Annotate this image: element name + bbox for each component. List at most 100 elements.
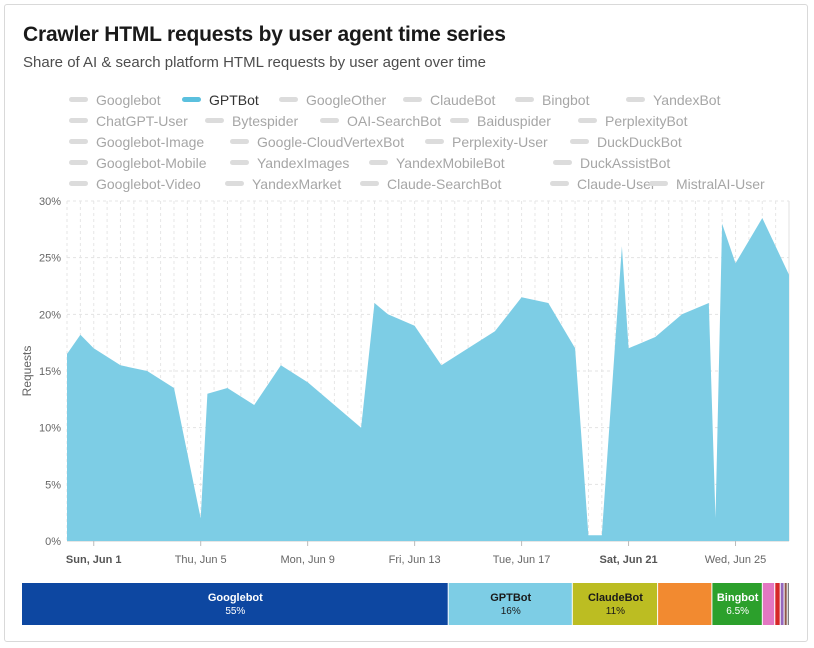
chart-title: Crawler HTML requests by user agent time…: [23, 23, 506, 46]
share-bar-segment[interactable]: [787, 583, 789, 625]
legend-item-claude-searchbot[interactable]: Claude-SearchBot: [360, 173, 501, 194]
legend-row: Googlebot-Mobile YandexImages YandexMobile…: [69, 152, 809, 173]
legend-label: Googlebot-Image: [96, 133, 205, 150]
legend-swatch: [69, 139, 88, 144]
y-tick-label: 10%: [39, 423, 61, 435]
legend-swatch: [182, 97, 201, 102]
legend-item-googlebot[interactable]: Googlebot: [69, 89, 161, 110]
y-tick-label: 5%: [45, 479, 61, 491]
legend-label: YandexImages: [257, 154, 350, 171]
legend-row: ChatGPT-User Bytespider OAI-SearchBot Baidu…: [69, 110, 809, 131]
legend-swatch: [69, 181, 88, 186]
legend-item-bytespider[interactable]: Bytespider: [205, 110, 298, 131]
legend-item-claudebot[interactable]: ClaudeBot: [403, 89, 495, 110]
legend-swatch: [230, 160, 249, 165]
y-tick-label: 30%: [39, 196, 61, 208]
x-tick-label: Tue, Jun 17: [493, 554, 551, 566]
share-bar-segment[interactable]: [784, 583, 787, 625]
legend-swatch: [225, 181, 244, 186]
legend-swatch: [450, 118, 469, 123]
legend-item-yandeximages[interactable]: YandexImages: [230, 152, 349, 173]
legend-swatch: [205, 118, 224, 123]
x-tick-label: Wed, Jun 25: [705, 554, 767, 566]
legend-label: PerplexityBot: [605, 112, 688, 129]
series-area-gptbot: [67, 218, 789, 541]
legend-label: YandexMarket: [252, 175, 342, 192]
legend-label: YandexBot: [653, 91, 721, 108]
share-bar-segment[interactable]: [775, 583, 780, 625]
legend-swatch: [403, 97, 422, 102]
legend-swatch: [626, 97, 645, 102]
legend-swatch: [320, 118, 339, 123]
legend-item-gptbot[interactable]: GPTBot: [182, 89, 259, 110]
legend-label: Google-CloudVertexBot: [257, 133, 405, 150]
legend-label: OAI-SearchBot: [347, 112, 442, 129]
legend-swatch: [69, 160, 88, 165]
legend-label: Claude-SearchBot: [387, 175, 502, 192]
share-bar-segment[interactable]: [780, 583, 784, 625]
legend-swatch: [550, 181, 569, 186]
share-bar-segment-bingbot[interactable]: [712, 583, 762, 625]
legend-label: Googlebot-Mobile: [96, 154, 207, 171]
share-bar-segment-googlebot[interactable]: [22, 583, 448, 625]
legend-swatch: [578, 118, 597, 123]
legend-label: GPTBot: [209, 91, 259, 108]
legend-label: DuckAssistBot: [580, 154, 671, 171]
legend-label: Perplexity-User: [452, 133, 548, 150]
legend-label: Claude-User: [577, 175, 656, 192]
legend-item-perplexitybot[interactable]: PerplexityBot: [578, 110, 687, 131]
legend-swatch: [69, 118, 88, 123]
legend-swatch: [360, 181, 379, 186]
legend-item-google-cloudvertexbot[interactable]: Google-CloudVertexBot: [230, 131, 404, 152]
legend-item-googleother[interactable]: GoogleOther: [279, 89, 386, 110]
legend-item-googlebot-image[interactable]: Googlebot-Image: [69, 131, 204, 152]
legend-label: Bytespider: [232, 112, 299, 129]
legend-label: ClaudeBot: [430, 91, 496, 108]
legend-label: DuckDuckBot: [597, 133, 682, 150]
legend-item-duckduckbot[interactable]: DuckDuckBot: [570, 131, 682, 152]
share-bar-segment-claudebot[interactable]: [572, 583, 658, 625]
y-tick-label: 25%: [39, 253, 61, 265]
legend-item-chatgpt-user[interactable]: ChatGPT-User: [69, 110, 188, 131]
legend-item-googlebot-video[interactable]: Googlebot-Video: [69, 173, 201, 194]
legend-label: Googlebot-Video: [96, 175, 201, 192]
legend-swatch: [649, 181, 668, 186]
legend-item-googlebot-mobile[interactable]: Googlebot-Mobile: [69, 152, 207, 173]
legend-swatch: [369, 160, 388, 165]
legend-swatch: [279, 97, 298, 102]
legend: Googlebot GPTBot GoogleOther ClaudeBot Bingb…: [69, 89, 809, 194]
share-bar-segment[interactable]: [762, 583, 775, 625]
legend-item-yandexbot[interactable]: YandexBot: [626, 89, 720, 110]
legend-item-mistralai-user[interactable]: MistralAI-User: [649, 173, 765, 194]
legend-item-yandexmobilebot[interactable]: YandexMobileBot: [369, 152, 505, 173]
legend-swatch: [69, 97, 88, 102]
legend-item-bingbot[interactable]: Bingbot: [515, 89, 589, 110]
legend-item-oai-searchbot[interactable]: OAI-SearchBot: [320, 110, 441, 131]
chart-subtitle: Share of AI & search platform HTML reque…: [23, 54, 486, 71]
legend-label: Googlebot: [96, 91, 161, 108]
legend-item-yandexmarket[interactable]: YandexMarket: [225, 173, 341, 194]
x-tick-label: Thu, Jun 5: [175, 554, 227, 566]
legend-swatch: [515, 97, 534, 102]
legend-item-baiduspider[interactable]: Baiduspider: [450, 110, 551, 131]
legend-label: MistralAI-User: [676, 175, 765, 192]
legend-label: Baiduspider: [477, 112, 551, 129]
share-bar-segment-gptbot[interactable]: [448, 583, 572, 625]
legend-label: YandexMobileBot: [396, 154, 505, 171]
legend-item-duckassistbot[interactable]: DuckAssistBot: [553, 152, 670, 173]
x-tick-label: Mon, Jun 9: [280, 554, 334, 566]
x-tick-label: Sun, Jun 1: [66, 554, 122, 566]
legend-swatch: [230, 139, 249, 144]
x-tick-label: Sat, Jun 21: [600, 554, 658, 566]
legend-row: Googlebot GPTBot GoogleOther ClaudeBot Bingb…: [69, 89, 809, 110]
y-axis-label: Requests: [20, 346, 34, 397]
share-bar-segment[interactable]: [658, 583, 712, 625]
legend-item-perplexity-user[interactable]: Perplexity-User: [425, 131, 548, 152]
legend-label: GoogleOther: [306, 91, 387, 108]
legend-item-claude-user[interactable]: Claude-User: [550, 173, 656, 194]
legend-swatch: [425, 139, 444, 144]
x-tick-label: Fri, Jun 13: [389, 554, 441, 566]
y-tick-label: 0%: [45, 536, 61, 548]
legend-row: Googlebot-Image Google-CloudVertexBot Perp…: [69, 131, 809, 152]
